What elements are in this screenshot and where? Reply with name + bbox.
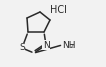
Text: NH: NH <box>62 40 75 50</box>
Text: N: N <box>43 40 49 50</box>
Text: HCl: HCl <box>50 5 66 15</box>
Text: S: S <box>19 43 25 53</box>
Text: 2: 2 <box>70 44 73 49</box>
